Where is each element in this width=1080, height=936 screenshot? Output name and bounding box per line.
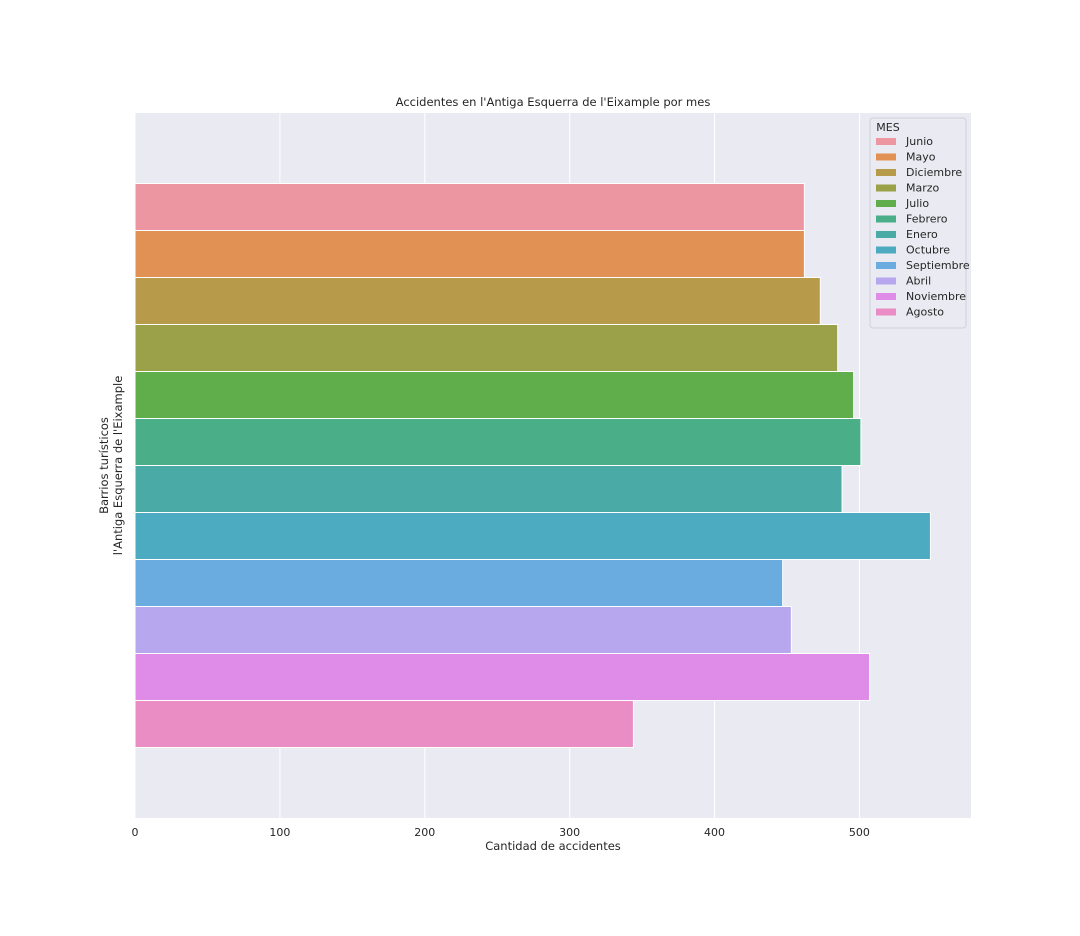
legend-entry: Marzo bbox=[906, 182, 940, 195]
bar-julio bbox=[134, 371, 855, 419]
legend-swatch bbox=[876, 138, 896, 145]
bar-agosto bbox=[134, 700, 634, 748]
legend-swatch bbox=[876, 246, 896, 254]
bar-enero bbox=[134, 465, 843, 513]
legend-entry: Noviembre bbox=[906, 290, 966, 303]
legend-swatch bbox=[876, 231, 896, 238]
bar-febrero bbox=[134, 418, 862, 466]
legend-swatch bbox=[876, 153, 896, 161]
x-tick-label: 0 bbox=[132, 826, 139, 839]
y-axis-label: Barrios turísticos bbox=[97, 417, 111, 514]
legend-swatch bbox=[876, 215, 896, 223]
x-tick-label: 100 bbox=[269, 826, 290, 839]
legend-entry: Julio bbox=[905, 197, 929, 210]
legend-swatch bbox=[876, 293, 896, 300]
chart-title: Accidentes en l'Antiga Esquerra de l'Eix… bbox=[396, 95, 711, 109]
legend-entry: Agosto bbox=[906, 306, 944, 319]
legend-swatch bbox=[876, 308, 896, 316]
y-category-label: l'Antiga Esquerra de l'Eixample bbox=[111, 376, 125, 556]
bar-diciembre bbox=[134, 277, 821, 325]
legend-swatch bbox=[876, 184, 896, 192]
bar-noviembre bbox=[134, 653, 871, 701]
x-tick-label: 400 bbox=[704, 826, 725, 839]
legend-entry: Junio bbox=[905, 135, 933, 148]
legend-entry: Febrero bbox=[906, 213, 948, 226]
legend-swatch bbox=[876, 200, 896, 207]
legend-title: MES bbox=[876, 121, 899, 134]
bar-mayo bbox=[134, 230, 805, 278]
legend-entry: Septiembre bbox=[906, 259, 970, 272]
legend-entry: Abril bbox=[906, 275, 931, 288]
bar-septiembre bbox=[134, 559, 784, 607]
legend-entry: Diciembre bbox=[906, 166, 962, 179]
x-axis-label: Cantidad de accidentes bbox=[485, 839, 621, 853]
bar-octubre bbox=[134, 512, 931, 560]
x-tick-label: 200 bbox=[414, 826, 435, 839]
bar-marzo bbox=[134, 324, 839, 372]
bar-abril bbox=[134, 606, 792, 654]
legend-swatch bbox=[876, 169, 896, 176]
legend-swatch bbox=[876, 277, 896, 285]
x-tick-label: 500 bbox=[849, 826, 870, 839]
bars bbox=[134, 183, 931, 748]
legend-entry: Enero bbox=[906, 228, 938, 241]
legend: MES Junio Mayo Diciembre Marzo Julio Febrero E… bbox=[869, 117, 970, 329]
x-tick-labels: 0 100 200 300 400 500 bbox=[132, 826, 870, 839]
bar-junio bbox=[134, 183, 805, 231]
legend-entry: Mayo bbox=[906, 151, 936, 164]
legend-swatch bbox=[876, 262, 896, 269]
legend-entry: Octubre bbox=[906, 244, 950, 257]
x-tick-label: 300 bbox=[559, 826, 580, 839]
